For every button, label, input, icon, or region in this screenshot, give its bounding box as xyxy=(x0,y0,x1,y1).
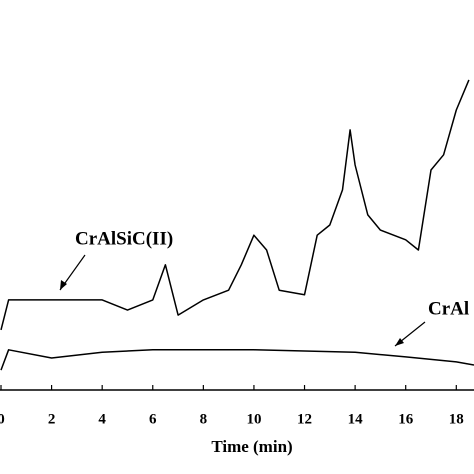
x-tick-label: 2 xyxy=(48,411,56,427)
arrow-head xyxy=(60,280,67,290)
x-tick-label: 16 xyxy=(398,411,414,427)
x-tick-label: 6 xyxy=(149,411,157,427)
x-tick-label: 18 xyxy=(449,411,464,427)
arrow-head xyxy=(395,338,404,346)
series-line xyxy=(0,349,474,371)
x-tick-label: 8 xyxy=(200,411,208,427)
plot: 0 2 4 6 8 10 12 14 16 18 Time (min) CrAlSiC(II) CrAl xyxy=(0,79,474,456)
annotation: CrAlSiC(II) xyxy=(75,228,173,249)
x-axis-title: Time (min) xyxy=(211,437,292,456)
x-tick-label: 10 xyxy=(246,411,261,427)
x-tick-label: 4 xyxy=(98,411,106,427)
annotation: CrAl xyxy=(428,298,469,319)
x-tick-label: 14 xyxy=(348,411,364,427)
series-line xyxy=(0,79,470,331)
x-tick-label: 0 xyxy=(0,411,5,427)
x-tick-label: 12 xyxy=(297,411,312,427)
